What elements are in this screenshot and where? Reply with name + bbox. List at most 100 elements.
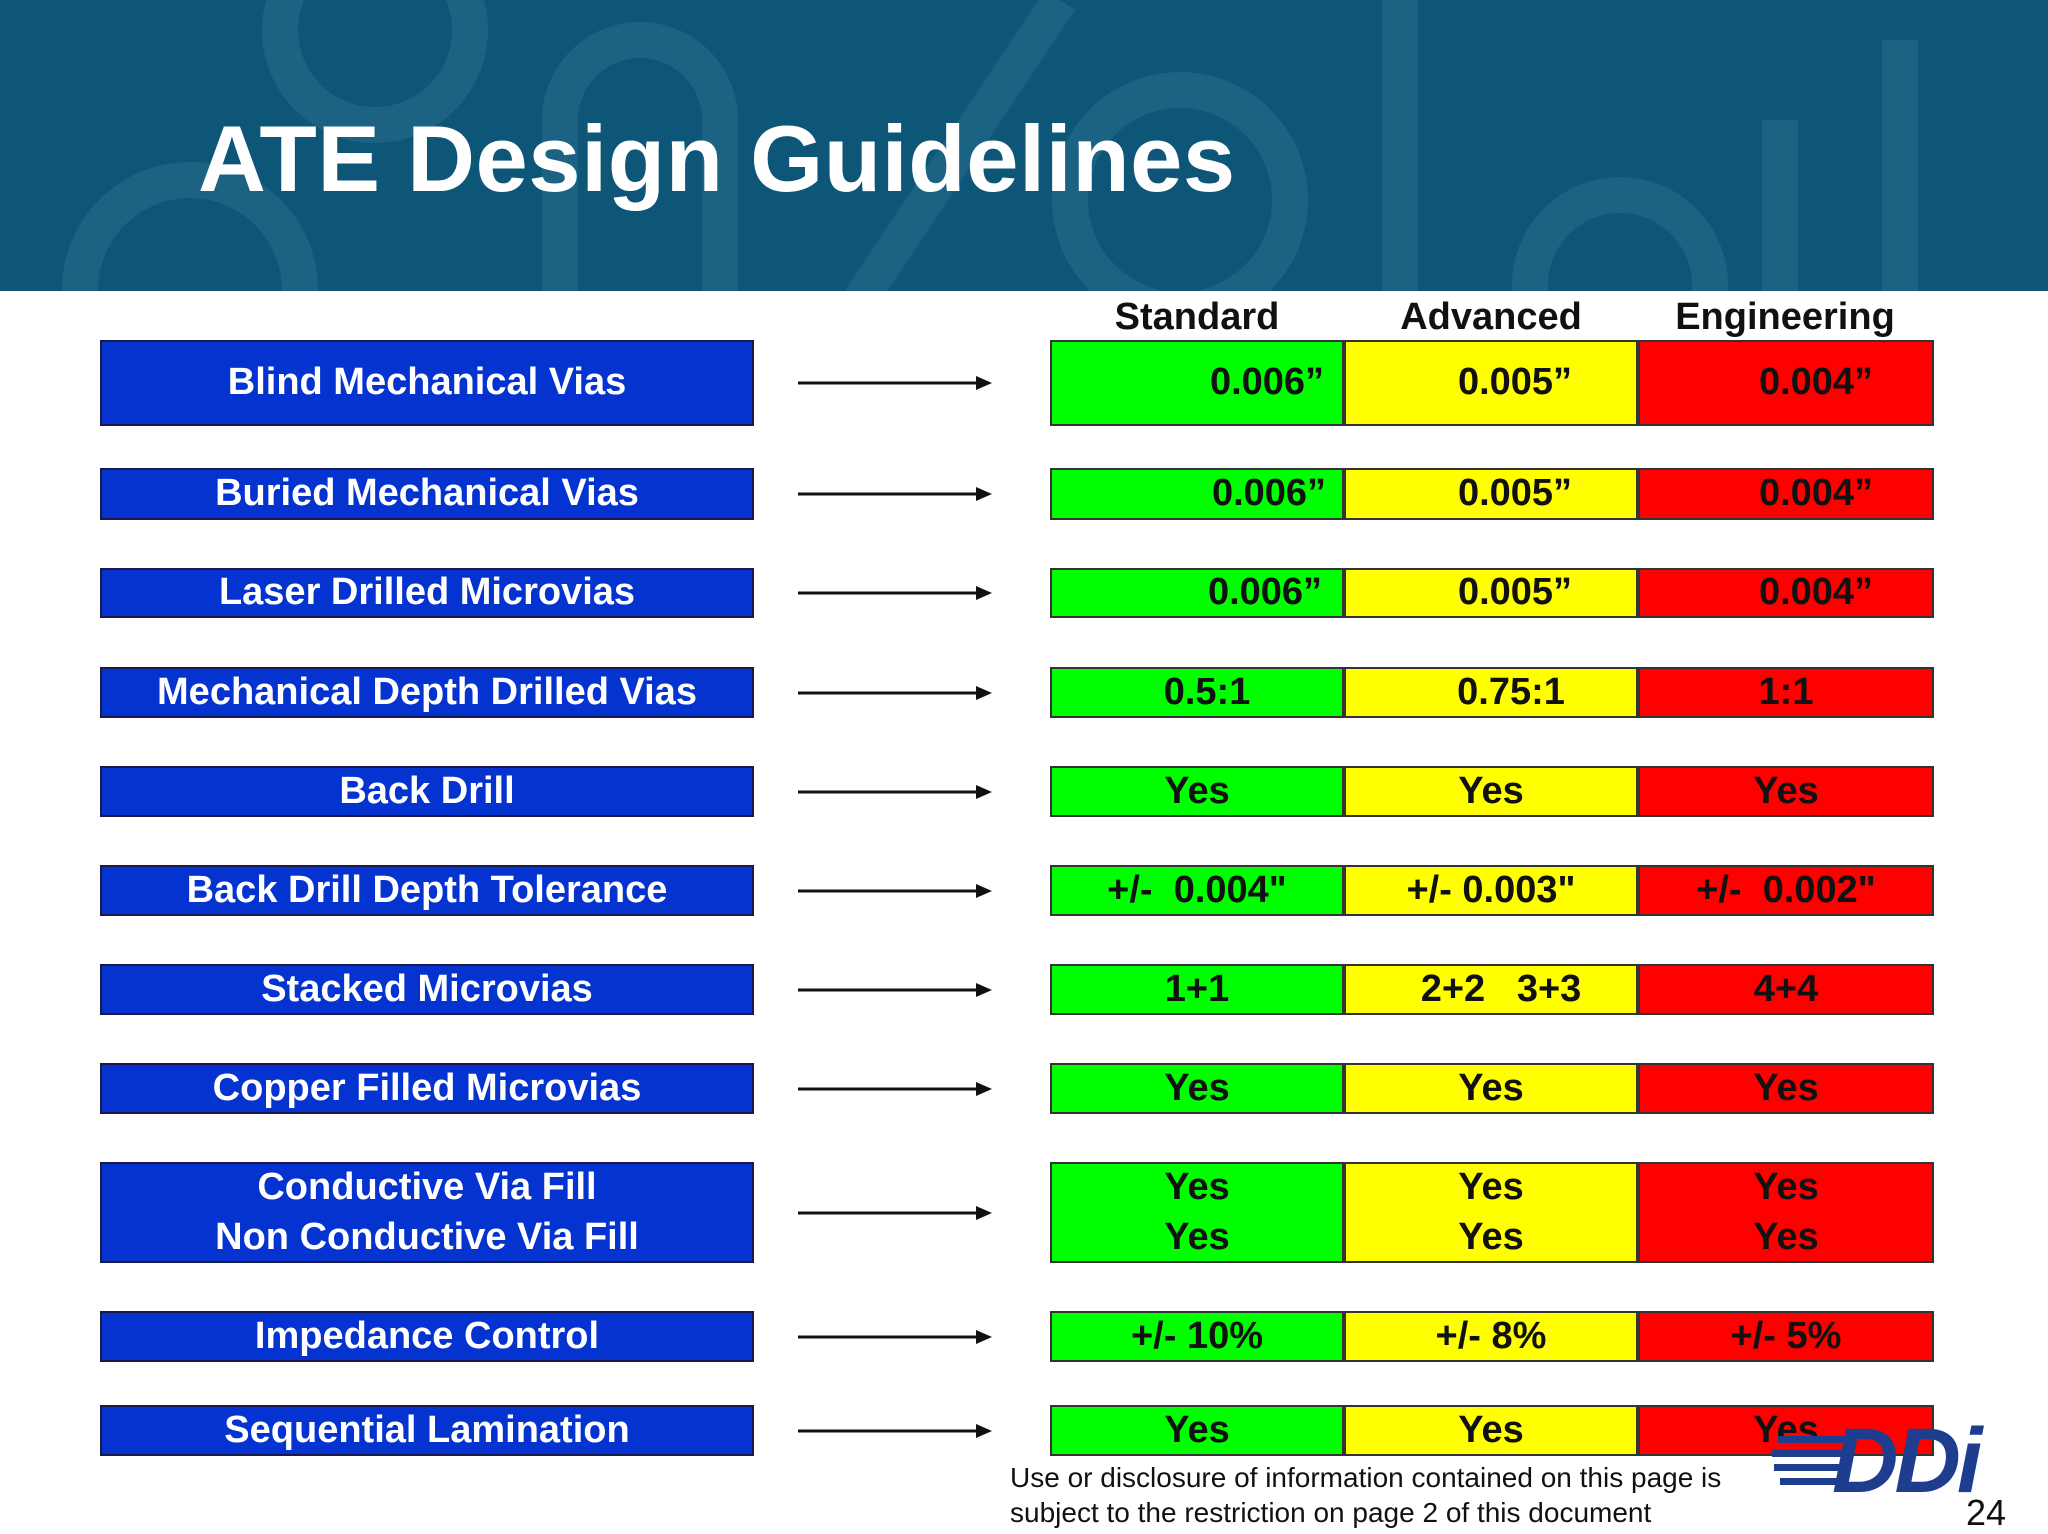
row-label-box: Back Drill xyxy=(100,766,754,817)
cell-value: 0.005” xyxy=(1457,472,1573,515)
cell-engineering: 0.004” xyxy=(1638,340,1934,426)
cell-standard: 0.006” xyxy=(1050,568,1344,618)
cell-advanced: Yes Yes xyxy=(1344,1162,1638,1263)
cell-engineering: 0.004” xyxy=(1638,468,1934,520)
row-label-box: Mechanical Depth Drilled Vias xyxy=(100,667,754,718)
row-label-text: Mechanical Depth Drilled Vias xyxy=(157,670,697,713)
cell-value: 1:1 xyxy=(1758,670,1814,713)
cell-value: Yes xyxy=(1753,1066,1819,1109)
row-label-text: Non Conductive Via Fill xyxy=(215,1215,639,1258)
cell-value: 0.5:1 xyxy=(1163,670,1251,713)
row-label-text: Conductive Via Fill xyxy=(257,1166,597,1209)
banner-background-pattern xyxy=(62,0,1918,291)
cell-engineering: Yes xyxy=(1638,1063,1934,1114)
cell-value: 2+2 3+3 xyxy=(1420,967,1582,1010)
logo-text: DDi xyxy=(1832,1418,1985,1508)
cell-advanced: 0.75:1 xyxy=(1344,667,1638,718)
row-arrow-icon xyxy=(798,685,992,700)
cell-engineering: 0.004” xyxy=(1638,568,1934,618)
cell-value: Yes xyxy=(1164,1408,1230,1451)
cell-standard: Yes xyxy=(1050,766,1344,817)
cell-value: Yes xyxy=(1458,1215,1524,1258)
page-number: 24 xyxy=(1966,1492,2007,1533)
row-label-box: Back Drill Depth Tolerance xyxy=(100,865,754,916)
row-label-box: Stacked Microvias xyxy=(100,964,754,1015)
row-label-text: Back Drill Depth Tolerance xyxy=(186,868,668,911)
cell-value: 0.004” xyxy=(1758,571,1874,614)
column-header-advanced: Advanced xyxy=(1400,296,1582,338)
cell-value: Yes xyxy=(1458,1408,1524,1451)
cell-value: 0.006” xyxy=(1207,571,1323,614)
cell-engineering: 1:1 xyxy=(1638,667,1934,718)
ddi-logo: DDi xyxy=(1772,1418,1989,1508)
cell-standard: Yes Yes xyxy=(1050,1162,1344,1263)
title-banner: ATE Design Guidelines xyxy=(0,0,2048,291)
row-label-box: Impedance Control xyxy=(100,1311,754,1362)
cell-engineering: +/- 0.002" xyxy=(1638,865,1934,916)
row-label-box: Buried Mechanical Vias xyxy=(100,468,754,520)
cell-standard: 0.006” xyxy=(1050,468,1344,520)
row-label-box: Sequential Lamination xyxy=(100,1405,754,1456)
row-arrow-icon xyxy=(798,982,992,997)
cell-value: Yes xyxy=(1458,1166,1524,1209)
row-label-text: Copper Filled Microvias xyxy=(212,1066,642,1109)
cell-value: Yes xyxy=(1753,1215,1819,1258)
cell-value: Yes xyxy=(1164,1166,1230,1209)
cell-standard: 1+1 xyxy=(1050,964,1344,1015)
row-label-text: Buried Mechanical Vias xyxy=(215,472,639,515)
row-arrow-icon xyxy=(798,1423,992,1438)
cell-value: +/- 0.003" xyxy=(1406,868,1576,911)
row-arrow-icon xyxy=(798,487,992,501)
cell-engineering: +/- 5% xyxy=(1638,1311,1934,1362)
cell-engineering: Yes xyxy=(1638,766,1934,817)
slide-title: ATE Design Guidelines xyxy=(198,106,1236,211)
cell-standard: Yes xyxy=(1050,1405,1344,1456)
row-label-text: Laser Drilled Microvias xyxy=(218,571,636,614)
cell-standard: +/- 10% xyxy=(1050,1311,1344,1362)
row-arrow-icon xyxy=(798,586,992,600)
row-arrow-icon xyxy=(798,1081,992,1096)
column-header-engineering: Engineering xyxy=(1675,296,1895,338)
cell-engineering: Yes Yes xyxy=(1638,1162,1934,1263)
cell-value: 0.75:1 xyxy=(1457,670,1565,713)
footer-line: subject to the restriction on page 2 of … xyxy=(1010,1497,1652,1528)
cell-value: Yes xyxy=(1753,1166,1819,1209)
cell-value: 0.004” xyxy=(1758,472,1874,515)
cell-advanced: Yes xyxy=(1344,1063,1638,1114)
footer-disclaimer: Use or disclosure of information contain… xyxy=(1010,1460,1721,1530)
cell-engineering: 4+4 xyxy=(1638,964,1934,1015)
row-arrow-icon xyxy=(798,1205,992,1220)
cell-value: 0.005” xyxy=(1457,571,1573,614)
row-label-text: Blind Mechanical Vias xyxy=(227,361,627,404)
cell-value: +/- 0.004" xyxy=(1107,868,1287,911)
row-label-text: Back Drill xyxy=(339,769,515,812)
row-arrow-icon xyxy=(798,784,992,799)
cell-value: +/- 0.002" xyxy=(1696,868,1876,911)
cell-standard: +/- 0.004" xyxy=(1050,865,1344,916)
cell-value: +/- 5% xyxy=(1730,1314,1842,1357)
cell-value: 0.006” xyxy=(1209,361,1325,404)
cell-value: Yes xyxy=(1164,1215,1230,1258)
row-label-box: Copper Filled Microvias xyxy=(100,1063,754,1114)
cell-value: 0.006” xyxy=(1211,472,1327,515)
row-label-text: Sequential Lamination xyxy=(224,1408,630,1451)
cell-advanced: +/- 8% xyxy=(1344,1311,1638,1362)
row-arrow-icon xyxy=(798,883,992,898)
cell-advanced: 2+2 3+3 xyxy=(1344,964,1638,1015)
cell-value: 0.005” xyxy=(1457,361,1573,404)
cell-standard: Yes xyxy=(1050,1063,1344,1114)
row-label-box: Blind Mechanical Vias xyxy=(100,340,754,426)
cell-standard: 0.006” xyxy=(1050,340,1344,426)
cell-value: Yes xyxy=(1458,769,1524,812)
row-arrow-icon xyxy=(798,1329,992,1344)
cell-value: Yes xyxy=(1164,769,1230,812)
column-header-standard: Standard xyxy=(1114,296,1280,338)
cell-advanced: 0.005” xyxy=(1344,340,1638,426)
cell-value: Yes xyxy=(1458,1066,1524,1109)
cell-advanced: Yes xyxy=(1344,1405,1638,1456)
cell-advanced: 0.005” xyxy=(1344,568,1638,618)
row-label-text: Stacked Microvias xyxy=(261,967,593,1010)
row-label-box: Conductive Via Fill Non Conductive Via Fi… xyxy=(100,1162,754,1263)
footer-line: Use or disclosure of information contain… xyxy=(1010,1462,1722,1493)
cell-value: Yes xyxy=(1753,769,1819,812)
